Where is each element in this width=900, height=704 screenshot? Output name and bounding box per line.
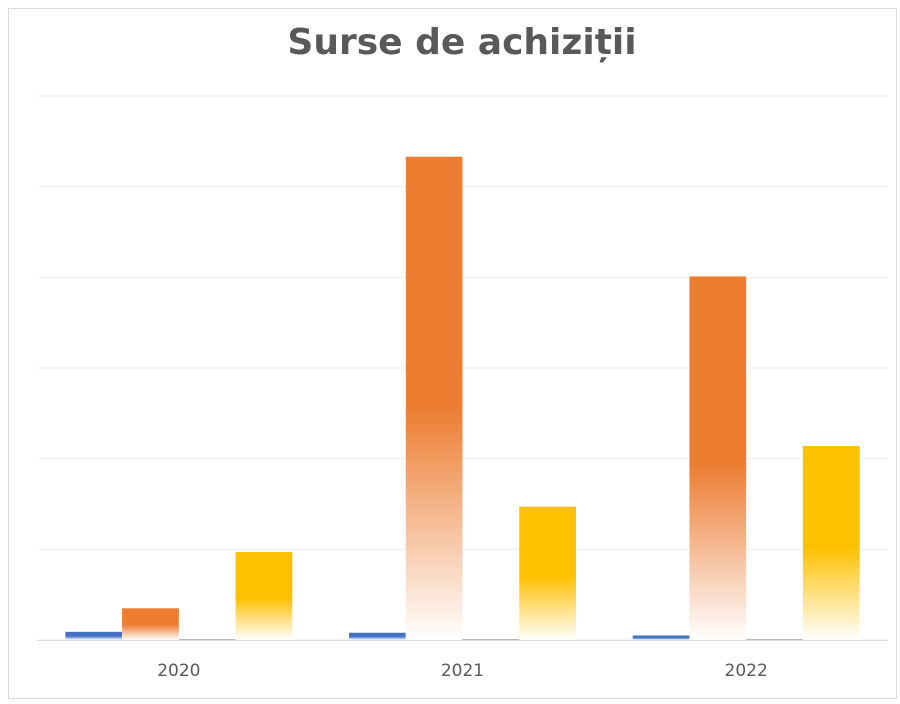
x-tick-label: 2020	[157, 661, 200, 681]
bar	[405, 156, 463, 640]
bar	[802, 445, 860, 640]
bar	[462, 639, 520, 640]
bar	[65, 631, 123, 640]
bar	[632, 635, 690, 640]
chart-title: Surse de achiziții	[287, 22, 636, 63]
x-tick-label: 2022	[725, 661, 768, 681]
bar	[519, 506, 576, 640]
bar	[746, 639, 803, 640]
bar	[178, 639, 236, 640]
bar	[689, 276, 747, 640]
bar	[235, 552, 293, 640]
x-tick-label: 2021	[441, 661, 484, 681]
bar	[349, 632, 406, 640]
bar	[122, 608, 179, 640]
